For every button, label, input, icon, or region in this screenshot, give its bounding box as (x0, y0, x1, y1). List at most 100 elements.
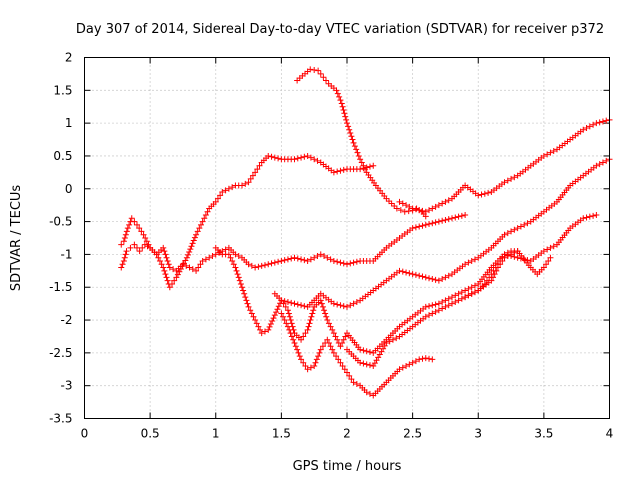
data-point (318, 300, 325, 307)
y-tick-label: -3.5 (49, 412, 72, 426)
series-arc-9 (462, 248, 521, 301)
data-point (346, 126, 353, 133)
data-point (524, 220, 531, 227)
data-point (307, 256, 314, 263)
y-tick-label: 2 (65, 51, 73, 65)
data-point (164, 277, 171, 284)
data-point (471, 256, 478, 263)
data-point (291, 254, 298, 261)
data-point (366, 163, 373, 170)
data-point (468, 257, 475, 264)
data-point (316, 349, 323, 356)
data-point (313, 356, 320, 363)
data-point (281, 257, 288, 264)
data-point (439, 298, 446, 305)
data-point (314, 157, 321, 164)
data-point (517, 223, 524, 230)
data-point (344, 120, 350, 127)
data-point (426, 303, 433, 310)
data-point (156, 257, 163, 264)
data-point (329, 326, 336, 333)
data-point (298, 356, 305, 363)
data-point (291, 300, 298, 307)
data-point (355, 152, 362, 159)
data-point (317, 251, 324, 258)
data-point (462, 212, 469, 219)
data-point (271, 312, 278, 319)
data-point (429, 302, 436, 309)
x-tick-label: 0.5 (141, 427, 160, 441)
data-point (252, 169, 259, 176)
data-point (504, 249, 511, 256)
data-point (419, 355, 426, 362)
data-point (324, 336, 331, 343)
data-point (458, 289, 465, 296)
plot-frame (84, 57, 610, 419)
data-point (307, 66, 314, 73)
data-point (288, 320, 295, 327)
data-point (329, 346, 336, 353)
data-point (245, 303, 252, 310)
data-point (521, 221, 528, 228)
data-point (229, 184, 236, 191)
data-point (236, 277, 243, 284)
data-point (166, 264, 173, 271)
y-tick-label: -3 (61, 379, 73, 393)
y-tick-label: 1 (65, 116, 73, 130)
data-point (439, 276, 446, 283)
data-point (363, 389, 370, 396)
data-point (295, 349, 302, 356)
data-point (409, 205, 416, 212)
data-point (304, 326, 311, 333)
data-point (288, 299, 295, 306)
data-point (366, 349, 373, 356)
x-tick-label: 1 (212, 427, 220, 441)
data-point (312, 359, 319, 366)
data-point (508, 228, 515, 235)
data-point (160, 264, 167, 271)
data-point (357, 166, 364, 173)
data-point (462, 294, 469, 301)
data-point (298, 336, 305, 343)
data-point (206, 254, 213, 261)
data-point (121, 235, 128, 241)
data-point (317, 297, 324, 304)
data-point (449, 294, 455, 301)
data-point (136, 248, 143, 255)
data-point (261, 262, 268, 269)
data-point (412, 358, 419, 365)
data-point (429, 310, 436, 317)
data-point (449, 300, 455, 307)
data-point (273, 309, 280, 316)
x-tick-label: 2.5 (403, 427, 422, 441)
data-point (123, 248, 130, 255)
data-point (396, 366, 403, 373)
data-point (291, 340, 298, 347)
data-point (243, 297, 250, 304)
data-point (340, 303, 347, 310)
data-point (253, 320, 260, 327)
data-point (351, 143, 358, 150)
data-point (278, 297, 285, 304)
data-point (471, 282, 478, 289)
data-point (416, 207, 423, 214)
data-point (325, 340, 332, 347)
data-point (596, 119, 603, 126)
data-point (232, 251, 239, 258)
data-point (412, 206, 419, 213)
data-point (193, 231, 200, 238)
data-point (229, 257, 236, 264)
data-point (462, 261, 469, 268)
data-point (449, 215, 455, 222)
data-point (445, 295, 452, 302)
data-point (266, 323, 273, 330)
data-point (227, 254, 234, 261)
data-point (458, 295, 465, 302)
data-point (196, 225, 203, 232)
data-point (396, 267, 403, 274)
data-point (325, 320, 332, 327)
data-point (342, 333, 349, 340)
data-point (366, 362, 373, 369)
data-point (593, 120, 600, 127)
series-arc-7 (278, 310, 436, 399)
